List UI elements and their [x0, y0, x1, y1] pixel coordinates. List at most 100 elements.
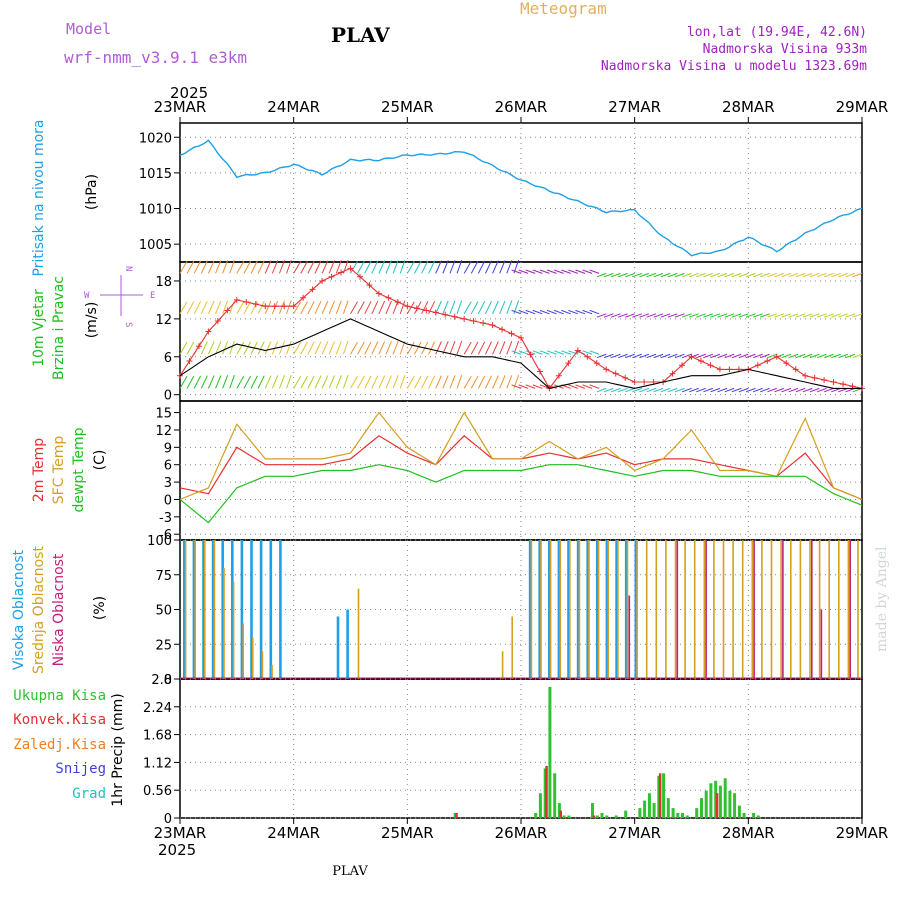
wind-arrow: [456, 300, 463, 314]
elevation-text: Nadmorska Visina 933m: [703, 42, 868, 57]
wind-arrow: [293, 260, 302, 274]
wind-arrow: [575, 269, 586, 274]
wind-arrow: [364, 260, 372, 274]
gust-marker: [783, 360, 790, 367]
cloud-bar-0: [605, 540, 609, 679]
precip-bar-1: [545, 765, 548, 818]
y-tick-label: 1005: [139, 238, 172, 253]
wind-arrow: [767, 313, 777, 318]
wind-arrow: [215, 300, 222, 315]
wind-arrow: [378, 300, 386, 315]
wind-arrow: [328, 260, 335, 274]
y-tick-label: 3: [164, 476, 172, 491]
gust-marker: [764, 357, 771, 364]
wind-arrow: [463, 260, 472, 274]
wind-arrow: [243, 301, 252, 315]
wind-arrow: [506, 300, 513, 314]
wind-arrow: [703, 272, 713, 278]
y-tick-label: 6: [164, 351, 172, 366]
wind-arrow: [824, 272, 834, 278]
wind-arrow: [421, 375, 429, 389]
y-tick-label: -6: [159, 528, 172, 543]
wind-arrow: [646, 353, 657, 359]
wind-arrow: [653, 353, 664, 359]
wind-arrow: [816, 387, 827, 393]
wind-arrow: [603, 387, 614, 393]
wind-arrow: [200, 375, 208, 389]
cloud-bar-1: [194, 540, 196, 679]
wind-arrow: [788, 272, 799, 278]
wind-arrow: [717, 313, 728, 318]
wind-arrow: [186, 260, 195, 274]
wind-arrow: [852, 353, 863, 359]
wind-arrow: [518, 350, 529, 355]
cloud-bar-1: [703, 540, 706, 679]
cloud-bar-0: [211, 540, 215, 679]
precip-bar-0: [548, 686, 552, 818]
wind-arrow: [293, 375, 302, 389]
wind-arrow: [696, 313, 706, 318]
precip-bar-0: [666, 798, 670, 818]
compass-w: W: [84, 291, 90, 301]
wind-arrow: [596, 313, 607, 318]
wind-arrow: [674, 272, 685, 278]
wind-arrow: [222, 300, 229, 314]
cloud-bar-1: [511, 616, 513, 679]
gust-marker: [252, 301, 259, 308]
wind-arrow: [582, 350, 593, 355]
high-cloud-label: Visoka Oblacnost: [11, 549, 27, 670]
date-label-top: 25MAR: [381, 98, 434, 116]
wind-arrow: [321, 341, 329, 355]
wind-arrow: [703, 353, 713, 359]
precip-bar-0: [567, 815, 571, 818]
y-tick-label: 18: [155, 275, 172, 290]
cloud-bar-1: [780, 540, 782, 679]
wind-arrow: [639, 272, 650, 278]
wind-arrow: [717, 353, 728, 359]
cloud-bar-0: [624, 540, 628, 679]
wind-arrow: [518, 309, 529, 315]
wind-arrow: [724, 353, 735, 359]
gust-marker: [290, 303, 297, 310]
wind-arrow: [406, 375, 415, 389]
wind-arrow: [236, 375, 245, 389]
wind-arrow: [477, 375, 486, 389]
wind-arrow: [314, 300, 322, 315]
wind-arrow: [449, 300, 456, 314]
cloud-bar-1: [828, 540, 830, 679]
wind-arrow: [257, 260, 265, 274]
wind-arrow: [257, 375, 265, 389]
wind-arrow: [639, 313, 650, 318]
gust-marker: [716, 366, 723, 373]
wind-arrow: [539, 269, 550, 274]
wind-arrow: [406, 301, 415, 315]
wind-arrow: [357, 375, 365, 389]
wind-arrow: [435, 260, 442, 274]
gust-marker: [773, 353, 780, 360]
y-tick-label: 100: [147, 534, 172, 549]
wind-arrow: [449, 341, 456, 355]
wind-arrow: [618, 313, 628, 318]
precip-bar-0: [591, 803, 594, 818]
cloud-bar-0: [567, 540, 570, 679]
wind-arrow: [838, 353, 848, 359]
y-tick-label: 75: [155, 569, 172, 584]
date-label-bottom: 24MAR: [267, 824, 320, 842]
wind-arrow: [328, 341, 335, 355]
gust-marker: [480, 320, 487, 327]
temp-unit: (C): [92, 450, 108, 471]
wind-arrow: [838, 272, 848, 278]
gust-marker: [300, 294, 307, 301]
wind-arrow: [724, 387, 735, 393]
compass-icon: W E N S: [84, 266, 155, 327]
wind-arrow: [328, 300, 335, 314]
wind-arrow: [186, 375, 195, 389]
precip-bar-0: [643, 800, 647, 818]
cloud-bar-1: [261, 651, 264, 679]
precip-bar-0: [534, 813, 538, 818]
cloud-bar-0: [615, 540, 618, 679]
cloud-bar-1: [607, 540, 609, 679]
wind-arrow: [456, 375, 463, 389]
wind-arrow: [193, 260, 202, 274]
date-label-top: 29MAR: [836, 98, 889, 116]
